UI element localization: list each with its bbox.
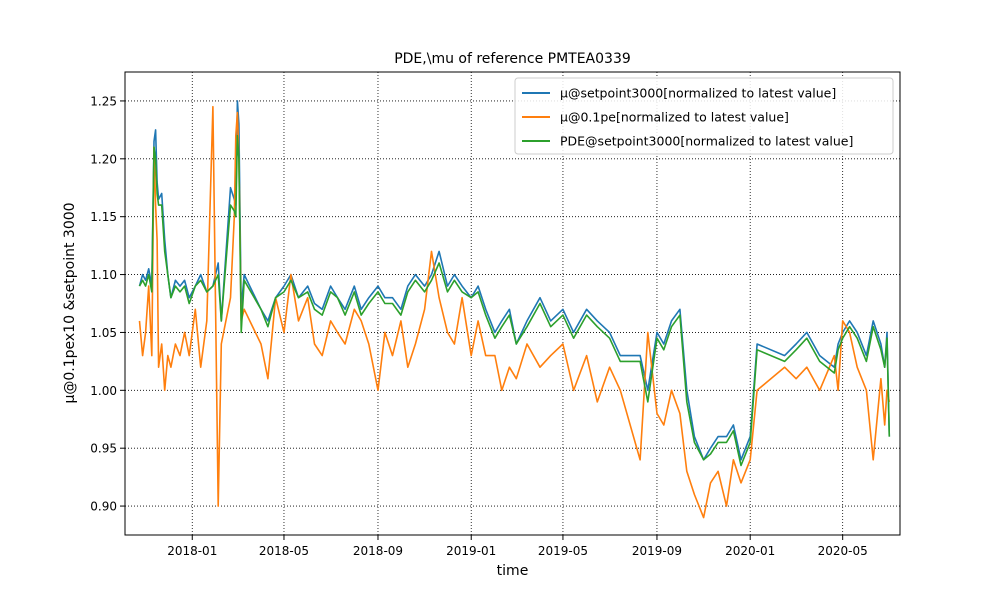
x-tick-label: 2019-01 bbox=[446, 544, 496, 558]
y-tick-label: 1.20 bbox=[90, 152, 117, 166]
series-pde-setpoint3000-line bbox=[138, 134, 891, 467]
legend-entry-3: PDE@setpoint3000[normalized to latest va… bbox=[560, 134, 853, 149]
x-tick-label: 2018-01 bbox=[167, 544, 217, 558]
legend: μ@setpoint3000[normalized to latest valu… bbox=[514, 77, 894, 155]
y-axis-label: μ@0.1pex10 &setpoint 3000 bbox=[62, 202, 78, 403]
plot-frame bbox=[124, 71, 901, 536]
x-axis-ticks: 2018-01 2018-05 2018-09 2019-01 2019-05 2019-… bbox=[167, 535, 868, 558]
y-tick-label: 1.25 bbox=[90, 94, 117, 108]
y-tick-label: 1.00 bbox=[90, 384, 117, 398]
legend-entry-1: μ@setpoint3000[normalized to latest valu… bbox=[560, 86, 836, 101]
x-axis-label: time bbox=[497, 563, 529, 579]
x-tick-label: 2019-09 bbox=[632, 544, 682, 558]
x-tick-label: 2020-01 bbox=[725, 544, 775, 558]
legend-entry-2: μ@0.1pe[normalized to latest value] bbox=[560, 110, 789, 125]
legend-box bbox=[514, 77, 894, 155]
x-tick-label: 2020-05 bbox=[818, 544, 868, 558]
chart-title: PDE,\mu of reference PMTEA0339 bbox=[394, 51, 631, 67]
y-axis-ticks: 0.90 0.95 1.00 1.05 1.10 1.15 1.20 1.25 bbox=[90, 94, 125, 514]
y-tick-label: 1.10 bbox=[90, 268, 117, 282]
y-tick-label: 0.95 bbox=[90, 442, 117, 456]
y-tick-label: 0.90 bbox=[90, 500, 117, 514]
x-tick-label: 2018-05 bbox=[259, 544, 309, 558]
series-lines bbox=[138, 100, 891, 519]
series-mu-0-1pe-line bbox=[138, 105, 891, 519]
y-tick-label: 1.05 bbox=[90, 326, 117, 340]
x-tick-label: 2019-05 bbox=[538, 544, 588, 558]
x-tick-label: 2018-09 bbox=[353, 544, 403, 558]
y-tick-label: 1.15 bbox=[90, 210, 117, 224]
